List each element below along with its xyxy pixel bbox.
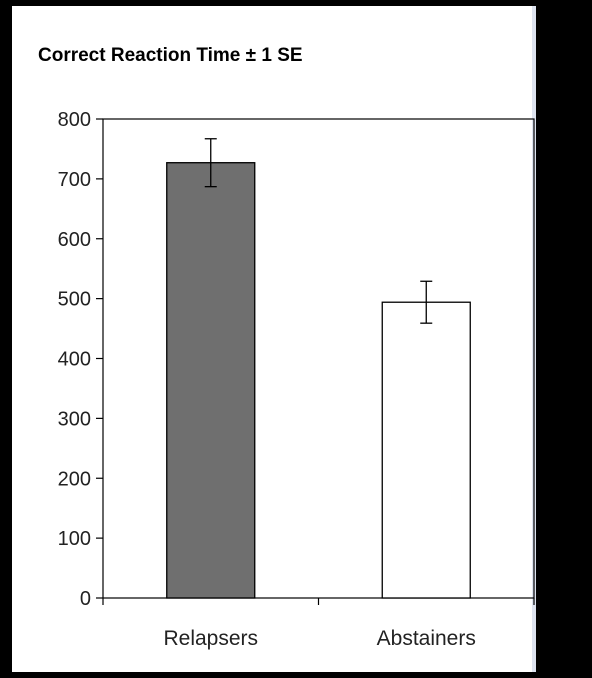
plot-area: 0 100 200 300 400 500 600 700 800 Relapsers Abstai… [58,109,535,650]
chart-title: Correct Reaction Time ± 1 SE [38,45,303,66]
category-label: Abstainers [377,627,476,650]
y-tick-label: 300 [58,408,91,430]
y-tick-label: 500 [58,289,91,311]
y-tick-label: 600 [58,229,91,251]
category-label: Relapsers [163,627,258,650]
y-tick-label: 700 [58,169,91,191]
bar-abstainers [381,301,471,599]
y-tick-label: 400 [58,349,91,371]
bar-relapsers [166,162,256,599]
y-tick-label: 800 [58,109,91,131]
y-tick-label: 100 [58,528,91,550]
y-tick-label: 200 [58,468,91,490]
y-tick-label: 0 [80,588,91,610]
